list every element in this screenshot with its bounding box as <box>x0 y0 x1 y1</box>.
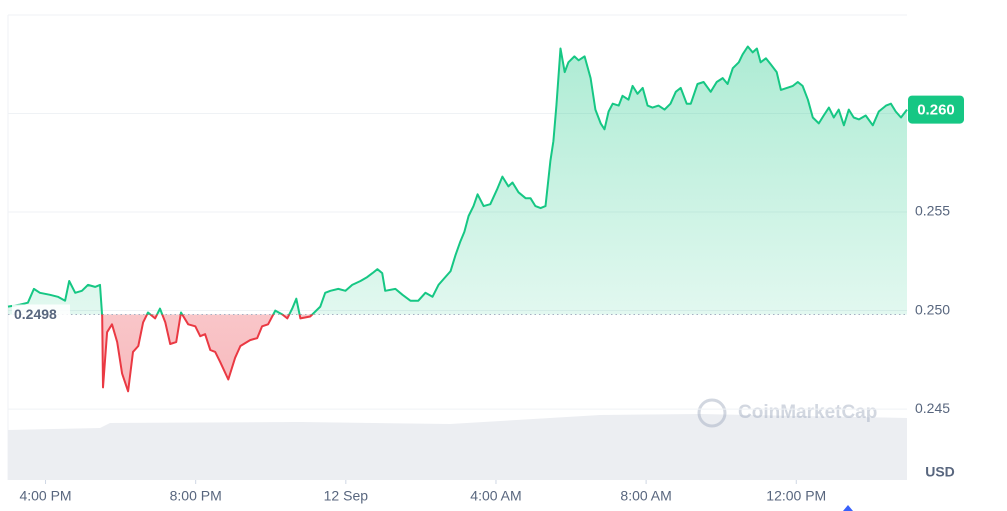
y-tick-label: 0.255 <box>915 203 950 219</box>
last-price-label: 0.260 <box>917 102 955 119</box>
x-tick-label: 8:00 PM <box>170 488 222 504</box>
x-tick-label: 8:00 AM <box>620 488 671 504</box>
area-down <box>8 314 907 392</box>
watermark-logo <box>697 398 727 428</box>
baseline-label: 0.2498 <box>14 306 57 322</box>
x-tick-label: 12:00 PM <box>766 488 826 504</box>
x-tick-label: 12 Sep <box>324 488 369 504</box>
watermark: CoinMarketCap <box>697 398 877 428</box>
last-price-box <box>908 95 964 124</box>
watermark-text: CoinMarketCap <box>738 402 877 423</box>
price-line-up <box>7 45 908 315</box>
price-line-down <box>101 314 314 393</box>
event-marker <box>843 505 853 511</box>
x-tick-label: 4:00 PM <box>19 488 71 504</box>
currency-label: USD <box>925 464 955 480</box>
y-tick-label: 0.245 <box>915 400 950 416</box>
volume-area <box>8 414 907 480</box>
y-tick-label: 0.250 <box>915 301 950 317</box>
x-tick-label: 4:00 AM <box>470 488 521 504</box>
area-up <box>8 46 907 315</box>
baseline-label-bg <box>12 304 70 325</box>
